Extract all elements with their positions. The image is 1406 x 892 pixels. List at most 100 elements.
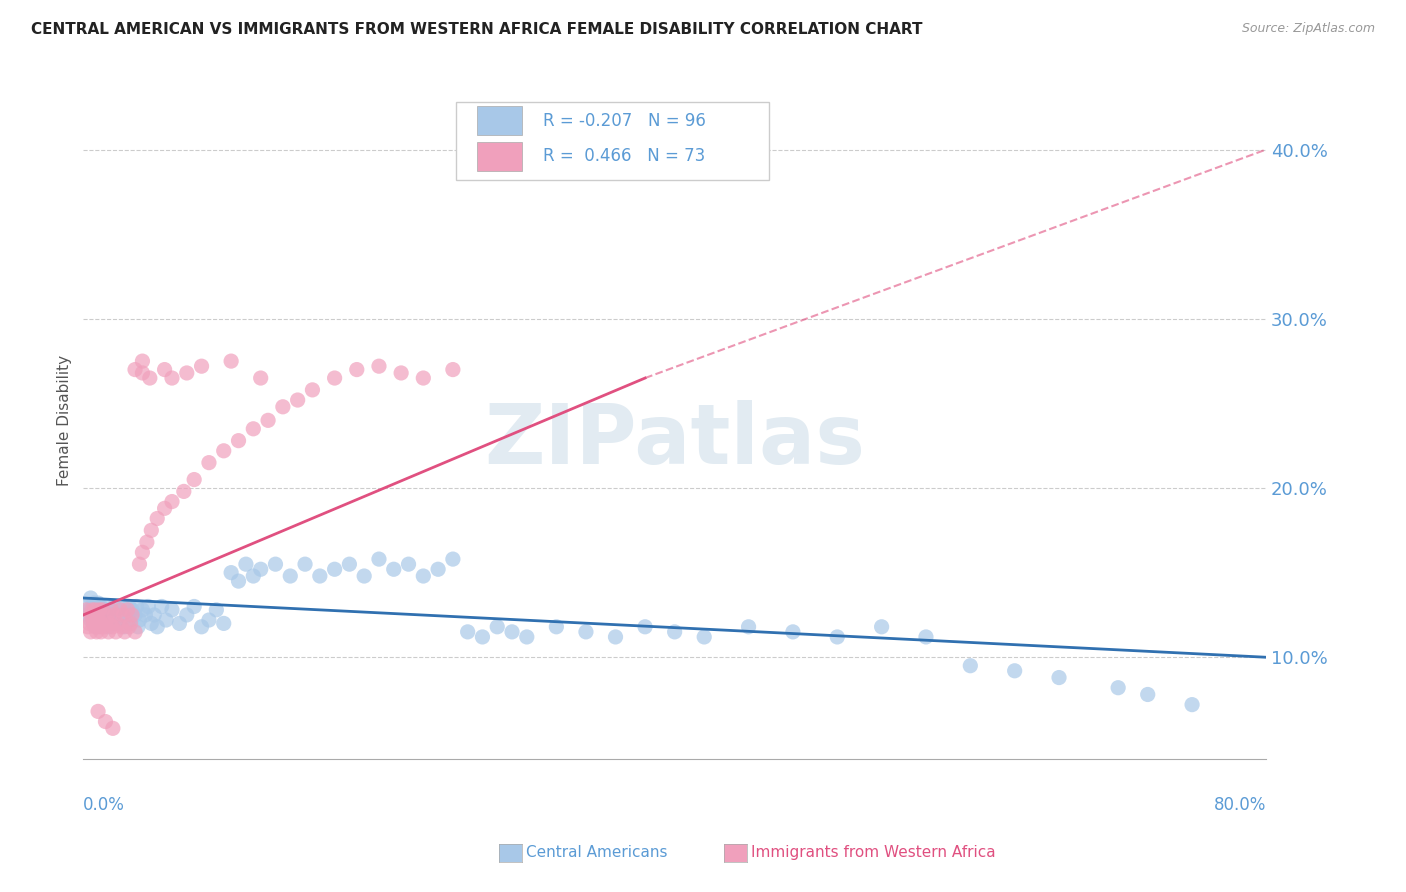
Point — [94, 616, 117, 631]
Point — [98, 616, 121, 631]
Point — [76, 607, 98, 622]
Point — [112, 607, 135, 622]
Point — [353, 569, 375, 583]
Point — [198, 613, 221, 627]
Point — [97, 624, 120, 639]
Point — [825, 630, 848, 644]
Point — [96, 607, 118, 622]
Point — [82, 603, 104, 617]
Point — [150, 599, 173, 614]
Point — [287, 392, 309, 407]
Point — [271, 400, 294, 414]
Point — [264, 557, 287, 571]
Point — [124, 624, 146, 639]
Point — [120, 616, 142, 631]
Point — [110, 603, 132, 617]
Point — [97, 620, 120, 634]
Point — [87, 705, 110, 719]
Point — [1181, 698, 1204, 712]
Point — [664, 624, 686, 639]
Point — [76, 620, 98, 634]
Point — [120, 613, 142, 627]
Point — [87, 596, 110, 610]
Point — [412, 569, 434, 583]
Point — [87, 605, 110, 619]
Point — [146, 620, 169, 634]
Point — [89, 618, 111, 632]
Point — [190, 359, 212, 374]
Point — [190, 620, 212, 634]
Point — [1047, 671, 1070, 685]
Point — [91, 603, 114, 617]
Point — [160, 494, 183, 508]
Point — [339, 557, 361, 571]
Point — [111, 613, 134, 627]
Point — [131, 603, 153, 617]
Point — [169, 616, 191, 631]
Point — [398, 557, 420, 571]
Point — [118, 599, 141, 614]
Point — [323, 562, 346, 576]
Point — [117, 607, 139, 622]
Text: Central Americans: Central Americans — [526, 846, 668, 860]
Point — [693, 630, 716, 644]
Point — [90, 616, 112, 631]
Point — [89, 620, 111, 634]
Point — [501, 624, 523, 639]
Point — [605, 630, 627, 644]
Point — [242, 569, 264, 583]
Point — [98, 613, 121, 627]
Point — [83, 616, 105, 631]
Point — [516, 630, 538, 644]
Point — [77, 603, 100, 617]
Point — [110, 603, 132, 617]
Point — [382, 562, 405, 576]
Point — [103, 599, 125, 614]
Point — [153, 362, 176, 376]
Point — [94, 714, 117, 729]
Point — [124, 362, 146, 376]
Point — [94, 607, 117, 622]
Point — [412, 371, 434, 385]
Point — [83, 596, 105, 610]
Point — [242, 422, 264, 436]
Point — [121, 603, 143, 617]
Point — [176, 366, 198, 380]
Point — [87, 616, 110, 631]
Point — [100, 603, 122, 617]
Point — [100, 603, 122, 617]
Point — [91, 603, 114, 617]
Point — [441, 552, 464, 566]
Point — [86, 624, 108, 639]
Point — [308, 569, 330, 583]
Point — [486, 620, 509, 634]
FancyBboxPatch shape — [477, 143, 522, 170]
Point — [128, 613, 150, 627]
FancyBboxPatch shape — [456, 103, 769, 180]
Point — [84, 603, 107, 617]
Point — [89, 603, 111, 617]
FancyBboxPatch shape — [477, 106, 522, 135]
Point — [294, 557, 316, 571]
Point — [82, 603, 104, 617]
Point — [427, 562, 450, 576]
Point — [124, 607, 146, 622]
Point — [84, 620, 107, 634]
Point — [575, 624, 598, 639]
Point — [83, 613, 105, 627]
Point — [235, 557, 257, 571]
Point — [84, 607, 107, 622]
Point — [368, 552, 391, 566]
Point — [155, 613, 177, 627]
Point — [90, 613, 112, 627]
Point — [249, 562, 271, 576]
Point — [160, 371, 183, 385]
Point — [90, 624, 112, 639]
Text: 0.0%: 0.0% — [83, 796, 125, 814]
Point — [84, 599, 107, 614]
Point — [86, 620, 108, 634]
Point — [1107, 681, 1129, 695]
Point — [915, 630, 938, 644]
Point — [870, 620, 893, 634]
Point — [441, 362, 464, 376]
